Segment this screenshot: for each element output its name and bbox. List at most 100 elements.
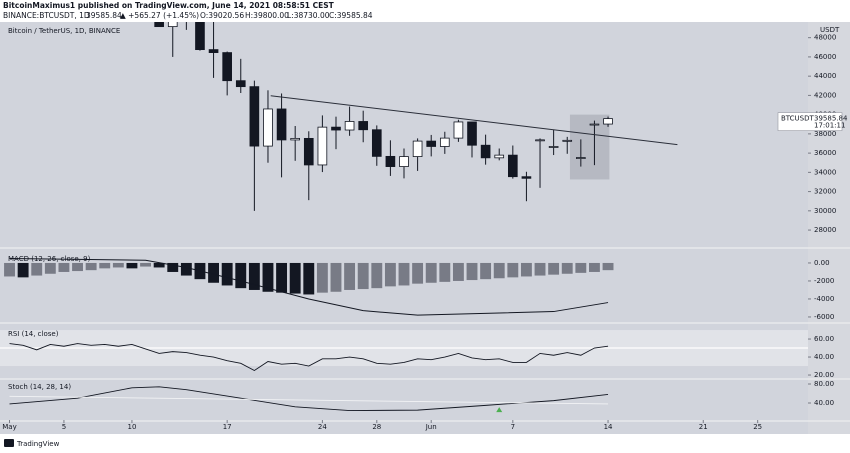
price: 39585.84: [86, 11, 122, 20]
panel-title: Bitcoin / TetherUS, 1D, BINANCE: [8, 27, 120, 35]
candle-body: [412, 140, 423, 157]
x-tick-label: 5: [62, 423, 66, 431]
y-tick-label: 36000: [814, 149, 836, 157]
histogram-bar: [17, 262, 29, 278]
candle-body: [467, 121, 477, 146]
histogram-bar: [248, 262, 260, 290]
candle-body: [535, 139, 545, 142]
x-tick-label: 10: [127, 423, 136, 431]
histogram-bar: [208, 262, 220, 283]
y-tick-label: 28000: [814, 226, 836, 234]
candle-body: [371, 129, 382, 157]
candle-body: [399, 156, 409, 167]
histogram-bar: [153, 262, 165, 268]
histogram-bar: [180, 262, 192, 276]
histogram-bar: [439, 262, 451, 282]
x-tick-label: May: [2, 423, 16, 431]
series-line: [9, 386, 609, 412]
panel: [0, 330, 808, 372]
y-tick-label: 44000: [814, 72, 836, 80]
brand: TradingView: [16, 440, 60, 448]
candle-body: [589, 123, 600, 126]
panel-title: MACD (12, 26, close, 9): [8, 255, 91, 263]
histogram-bar: [221, 262, 233, 286]
y-tick-label: -4000: [814, 295, 834, 303]
x-tick-label: 28: [372, 423, 381, 431]
panel-title: Stoch (14, 28, 14): [8, 383, 71, 391]
y-tick-label: 40.00: [814, 353, 834, 361]
y-tick-label: 80.00: [814, 380, 834, 388]
histogram-bar: [58, 262, 70, 272]
candle-body: [290, 137, 300, 141]
histogram-bar: [602, 262, 614, 271]
panel: [9, 386, 609, 413]
price-axis-background: [808, 22, 850, 434]
line: [9, 343, 609, 372]
candle-body: [385, 155, 396, 167]
x-tick-label: Jun: [425, 423, 437, 431]
symbol: BINANCE:BTCUSDT, 1D: [3, 11, 90, 20]
high: H:39800.00: [245, 11, 289, 20]
histogram-bar: [452, 262, 464, 281]
histogram-bar: [357, 262, 369, 290]
series-line: [9, 395, 609, 405]
histogram-bar: [520, 262, 532, 277]
histogram-bar: [289, 262, 301, 294]
candle-body: [195, 22, 205, 51]
histogram-bar: [466, 262, 478, 281]
x-tick-label: 14: [604, 423, 613, 431]
candle-body: [154, 22, 164, 28]
candle-body: [521, 176, 532, 179]
chart-background: [0, 22, 850, 434]
histogram-bar: [167, 262, 179, 272]
y-tick-label: -6000: [814, 313, 834, 321]
candle-body: [344, 121, 355, 131]
histogram-bar: [235, 262, 247, 289]
candle-body: [263, 108, 273, 147]
histogram-bar: [112, 262, 124, 268]
candle-body: [453, 121, 464, 139]
x-tick-label: 21: [699, 423, 708, 431]
logo-mark: [4, 439, 14, 447]
y-tick-label: 0.00: [814, 259, 830, 267]
histogram-bar: [316, 262, 328, 293]
x-tick-label: 24: [318, 423, 327, 431]
x-tick-label: 17: [223, 423, 232, 431]
histogram-bar: [72, 262, 83, 272]
histogram-bar: [548, 262, 560, 275]
histogram-bar: [412, 262, 424, 284]
y-tick-label: 34000: [814, 168, 836, 176]
y-tick-label: 46000: [814, 53, 836, 61]
change: ▲ +565.27 (+1.45%): [120, 11, 199, 20]
candle-body: [358, 121, 369, 131]
panel-title: RSI (14, close): [8, 330, 59, 338]
x-tick-label: 7: [511, 423, 515, 431]
histogram-bar: [575, 262, 587, 273]
histogram-bar: [140, 262, 151, 267]
histogram-bar: [534, 262, 546, 276]
histogram-bar: [262, 262, 274, 292]
candle-body: [317, 126, 328, 166]
histogram-bar: [31, 262, 43, 276]
x-tick-label: 25: [753, 423, 762, 431]
candle-body: [576, 157, 586, 159]
y-tick-label: -2000: [814, 277, 834, 285]
candle-body: [235, 80, 246, 88]
histogram-bar: [493, 262, 505, 279]
candle-body: [603, 118, 613, 125]
candle-body: [439, 137, 450, 147]
y-tick-label: 48000: [814, 34, 836, 42]
candle-body: [562, 139, 573, 142]
y-tick-label: 20.00: [814, 371, 834, 379]
candle-body: [208, 49, 219, 53]
histogram-bar: [330, 262, 342, 292]
candle-body: [426, 140, 437, 147]
histogram-bar: [303, 262, 315, 295]
histogram-bar: [126, 262, 138, 269]
candle-body: [222, 52, 232, 82]
y-tick-label: 32000: [814, 188, 836, 196]
panel: [154, 22, 678, 211]
signal-marker: [496, 407, 503, 413]
